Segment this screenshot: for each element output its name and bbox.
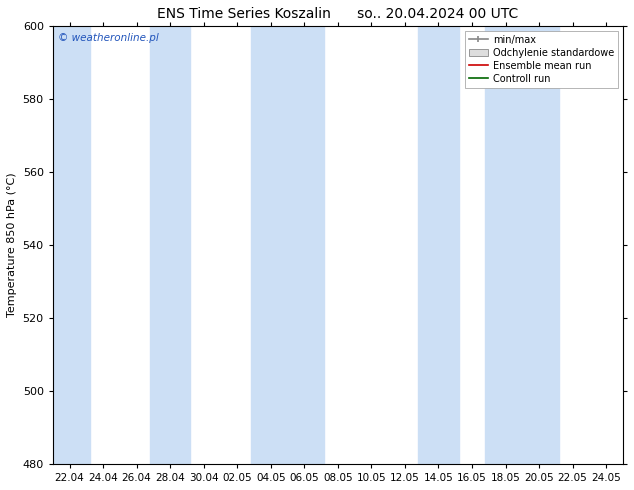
Text: © weatheronline.pl: © weatheronline.pl xyxy=(58,33,159,43)
Bar xyxy=(486,26,526,464)
Bar xyxy=(150,26,190,464)
Legend: min/max, Odchylenie standardowe, Ensemble mean run, Controll run: min/max, Odchylenie standardowe, Ensembl… xyxy=(465,31,618,88)
Bar xyxy=(49,26,89,464)
Bar xyxy=(519,26,559,464)
Bar xyxy=(418,26,458,464)
Title: ENS Time Series Koszalin      so.. 20.04.2024 00 UTC: ENS Time Series Koszalin so.. 20.04.2024… xyxy=(157,7,519,21)
Bar xyxy=(250,26,291,464)
Bar xyxy=(284,26,325,464)
Y-axis label: Temperature 850 hPa (°C): Temperature 850 hPa (°C) xyxy=(7,173,17,318)
